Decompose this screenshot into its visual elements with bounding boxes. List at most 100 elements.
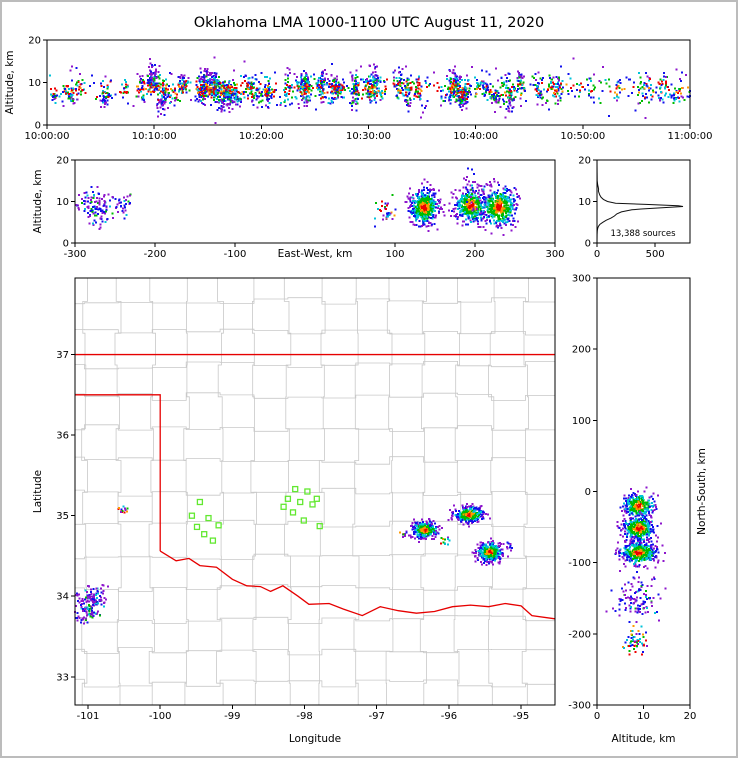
src-point bbox=[124, 81, 127, 84]
src-point bbox=[89, 215, 91, 217]
src-point bbox=[90, 612, 93, 615]
src-point bbox=[470, 196, 473, 198]
src-point bbox=[213, 88, 216, 91]
src-point bbox=[202, 76, 205, 79]
src-point bbox=[75, 67, 78, 69]
src-point bbox=[502, 102, 505, 105]
src-point bbox=[493, 92, 496, 95]
src-point bbox=[668, 88, 671, 91]
src-point bbox=[486, 216, 488, 219]
src-point bbox=[224, 99, 227, 102]
src-point bbox=[429, 213, 432, 216]
tick-label: 20 bbox=[28, 36, 41, 47]
src-point bbox=[496, 192, 498, 194]
src-point bbox=[178, 82, 181, 85]
src-point bbox=[473, 201, 476, 204]
src-point bbox=[414, 530, 417, 533]
src-point bbox=[79, 604, 82, 607]
src-point bbox=[666, 76, 668, 79]
src-point bbox=[70, 90, 73, 93]
src-point bbox=[250, 85, 252, 87]
src-point bbox=[509, 214, 512, 217]
src-point bbox=[431, 216, 434, 219]
src-point bbox=[511, 214, 514, 217]
tick-label: -100 bbox=[224, 249, 247, 260]
src-point bbox=[153, 79, 156, 82]
src-point bbox=[246, 82, 249, 85]
src-point bbox=[655, 91, 657, 94]
src-point bbox=[317, 77, 320, 79]
src-point bbox=[452, 504, 455, 507]
src-point bbox=[426, 192, 429, 195]
src-point bbox=[444, 96, 447, 99]
src-point bbox=[421, 216, 424, 219]
src-point bbox=[294, 79, 297, 82]
src-point bbox=[496, 209, 499, 212]
src-point bbox=[465, 82, 468, 85]
src-point bbox=[64, 92, 67, 95]
src-point bbox=[482, 217, 485, 220]
src-point bbox=[463, 512, 466, 515]
src-point bbox=[202, 102, 205, 105]
src-point bbox=[425, 215, 428, 218]
src-point bbox=[504, 224, 507, 227]
src-point bbox=[80, 606, 83, 609]
src-point bbox=[475, 208, 478, 211]
plot-frame bbox=[596, 159, 691, 244]
src-point bbox=[546, 99, 548, 102]
src-point bbox=[479, 213, 481, 216]
src-point bbox=[517, 87, 520, 90]
src-point bbox=[467, 79, 470, 82]
src-point bbox=[349, 90, 352, 93]
src-point bbox=[343, 88, 346, 91]
src-point bbox=[490, 185, 493, 188]
src-point bbox=[450, 191, 453, 194]
src-point bbox=[477, 210, 479, 213]
src-point bbox=[432, 525, 434, 528]
src-point bbox=[587, 92, 590, 95]
src-point bbox=[201, 93, 204, 95]
src-point bbox=[319, 90, 322, 93]
src-point bbox=[423, 107, 426, 109]
src-point bbox=[397, 81, 400, 84]
src-point bbox=[321, 81, 324, 84]
src-point bbox=[488, 215, 490, 218]
src-point bbox=[417, 203, 419, 206]
src-point bbox=[497, 225, 500, 228]
src-point bbox=[402, 82, 405, 85]
src-point bbox=[255, 95, 258, 98]
src-point bbox=[123, 511, 126, 514]
src-point bbox=[508, 107, 511, 110]
src-point bbox=[416, 531, 419, 534]
src-point bbox=[197, 87, 200, 90]
src-point bbox=[51, 98, 54, 101]
src-point bbox=[284, 78, 287, 81]
src-point bbox=[500, 211, 502, 214]
src-point bbox=[510, 202, 513, 205]
src-point bbox=[491, 207, 494, 210]
src-point bbox=[392, 82, 395, 85]
src-point bbox=[204, 82, 207, 85]
src-point bbox=[508, 188, 511, 191]
src-point bbox=[440, 206, 443, 209]
src-point bbox=[83, 203, 86, 206]
src-point bbox=[423, 524, 426, 527]
src-point bbox=[268, 89, 271, 92]
src-point bbox=[396, 96, 399, 99]
station-marker bbox=[284, 495, 292, 502]
src-point bbox=[218, 76, 221, 79]
src-point bbox=[485, 214, 488, 217]
src-point bbox=[349, 101, 352, 104]
src-point bbox=[305, 91, 308, 94]
src-point bbox=[90, 196, 93, 199]
src-point bbox=[497, 92, 500, 95]
src-point bbox=[424, 197, 427, 200]
src-point bbox=[670, 83, 673, 86]
src-point bbox=[374, 79, 377, 82]
src-point bbox=[223, 109, 226, 112]
src-point bbox=[227, 93, 230, 96]
src-point bbox=[182, 85, 185, 88]
src-point bbox=[473, 191, 476, 194]
src-point bbox=[83, 82, 86, 85]
src-point bbox=[482, 226, 485, 229]
